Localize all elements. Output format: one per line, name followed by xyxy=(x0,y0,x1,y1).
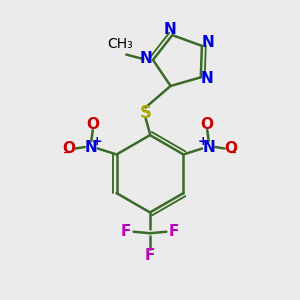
Text: O: O xyxy=(86,117,99,132)
Text: O: O xyxy=(201,117,214,132)
Text: N: N xyxy=(201,71,214,86)
Text: F: F xyxy=(121,224,131,239)
Text: N: N xyxy=(85,140,98,154)
Text: O: O xyxy=(224,141,238,156)
Text: CH₃: CH₃ xyxy=(107,37,133,51)
Text: F: F xyxy=(145,248,155,263)
Text: S: S xyxy=(140,104,152,122)
Text: O: O xyxy=(62,141,76,156)
Text: N: N xyxy=(202,34,215,50)
Text: +: + xyxy=(91,135,102,148)
Text: N: N xyxy=(202,140,215,154)
Text: ⁻: ⁻ xyxy=(229,148,236,164)
Text: +: + xyxy=(198,135,209,148)
Text: N: N xyxy=(164,22,176,37)
Text: F: F xyxy=(169,224,179,239)
Text: N: N xyxy=(139,51,152,66)
Text: ⁻: ⁻ xyxy=(64,148,71,164)
